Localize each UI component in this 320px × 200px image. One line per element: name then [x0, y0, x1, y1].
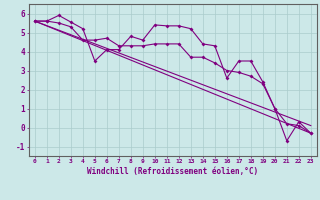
X-axis label: Windchill (Refroidissement éolien,°C): Windchill (Refroidissement éolien,°C)	[87, 167, 258, 176]
